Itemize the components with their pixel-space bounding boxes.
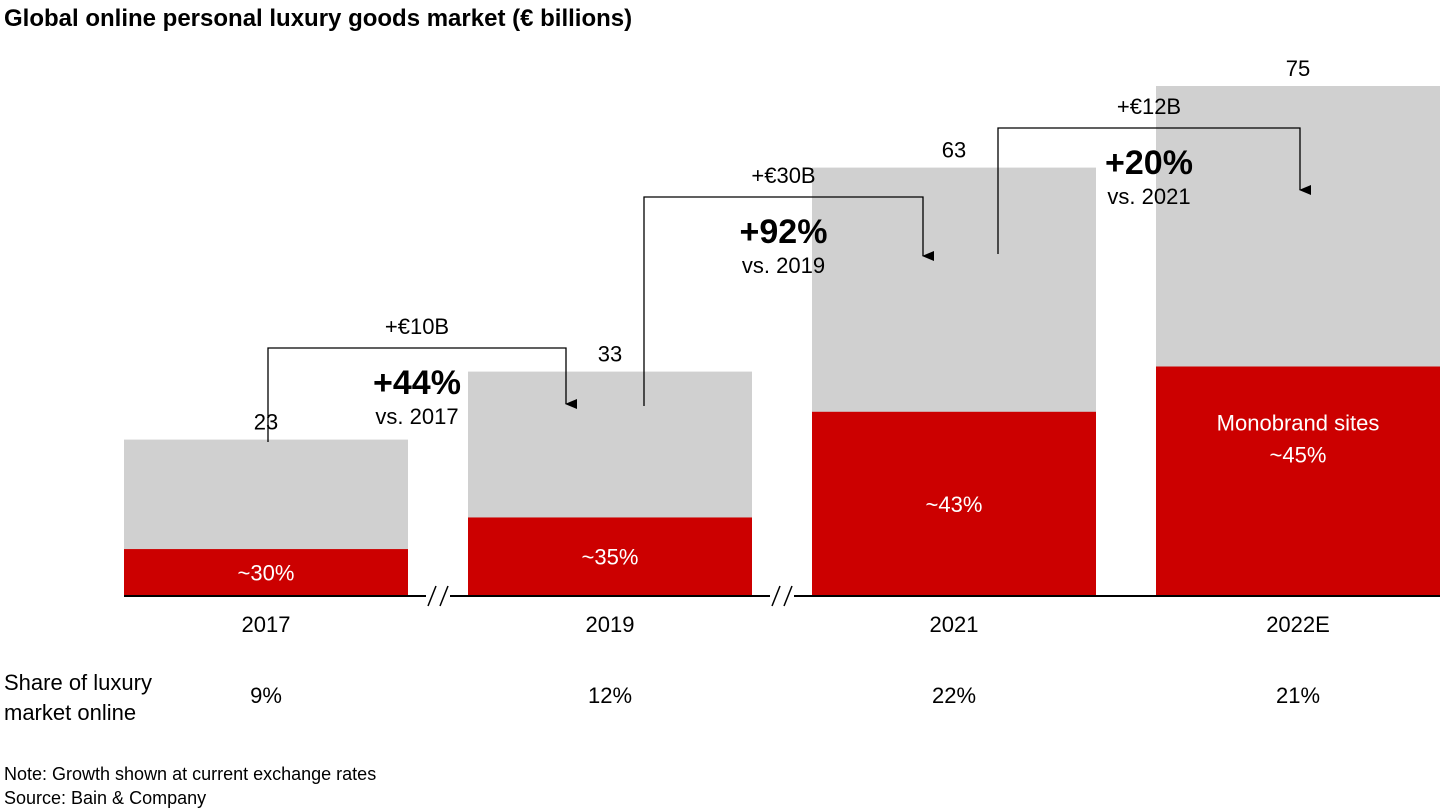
note-text: Note: Growth shown at current exchange r… <box>4 764 376 784</box>
axis-break-mark-2b <box>783 585 793 607</box>
total-label-2021: 63 <box>942 138 966 163</box>
x-tick-2022E: 2022E <box>1266 612 1330 637</box>
total-label-2022E: 75 <box>1286 56 1310 81</box>
axis-break-mark-1a <box>427 585 437 607</box>
online-share-label-line2: market online <box>4 700 136 725</box>
growth-annotations: +€10B +44%vs. 2017 +€30B +92%vs. 2019 +€12B +… <box>267 94 1311 442</box>
growth-absolute-2017-2019: +€10B <box>385 314 449 339</box>
bar-monobrand-2022E <box>1156 366 1440 596</box>
axis-break-mark-2a <box>771 585 781 607</box>
axis-break-mark-1b <box>439 585 449 607</box>
growth-absolute-2019-2021: +€30B <box>751 163 815 188</box>
x-tick-labels: 2017 2019 2021 2022E <box>242 612 1330 637</box>
bar-monobrand-2017 <box>124 549 408 596</box>
growth-vs-2021-2022E: vs. 2021 <box>1107 184 1190 209</box>
total-label-2019: 33 <box>598 342 622 367</box>
share-label-2021: ~43% <box>926 492 983 517</box>
bar-monobrand-2021 <box>812 411 1096 596</box>
axis-break-gap-2 <box>770 590 794 602</box>
growth-arrow-2021-2022E <box>997 127 1311 254</box>
online-share-values: 9% 12% 22% 21% <box>250 683 1320 708</box>
growth-percent-2019-2021: +92% <box>740 213 828 251</box>
segment-label: Monobrand sites <box>1217 411 1380 436</box>
x-tick-2017: 2017 <box>242 612 291 637</box>
growth-vs-2019-2021: vs. 2019 <box>742 253 825 278</box>
online-share-2017: 9% <box>250 683 282 708</box>
share-label-2019: ~35% <box>582 545 639 570</box>
growth-vs-2017-2019: vs. 2017 <box>375 404 458 429</box>
online-share-2022E: 21% <box>1276 683 1320 708</box>
growth-arrow-2017-2019 <box>267 347 577 442</box>
share-label-2022E: ~45% <box>1270 443 1327 468</box>
growth-absolute-2021-2022E: +€12B <box>1117 94 1181 119</box>
axis-break-gap-1 <box>426 590 450 602</box>
source-text: Source: Bain & Company <box>4 788 206 808</box>
growth-percent-2017-2019: +44% <box>373 364 461 402</box>
x-tick-2021: 2021 <box>930 612 979 637</box>
growth-arrow-2019-2021 <box>643 196 934 406</box>
bar-monobrand-2019 <box>468 517 752 596</box>
online-share-2019: 12% <box>588 683 632 708</box>
growth-percent-2021-2022E: +20% <box>1105 144 1193 182</box>
axis-breaks <box>426 585 794 607</box>
x-tick-2019: 2019 <box>586 612 635 637</box>
bars: 23 ~30% 33 ~35% 63 ~43% 75 Monobrand sites ~45% <box>124 56 1440 596</box>
chart-title: Global online personal luxury goods mark… <box>4 5 632 32</box>
total-label-2017: 23 <box>254 410 278 435</box>
online-share-2021: 22% <box>932 683 976 708</box>
share-label-2017: ~30% <box>238 561 295 586</box>
online-share-label-line1: Share of luxury <box>4 670 152 695</box>
